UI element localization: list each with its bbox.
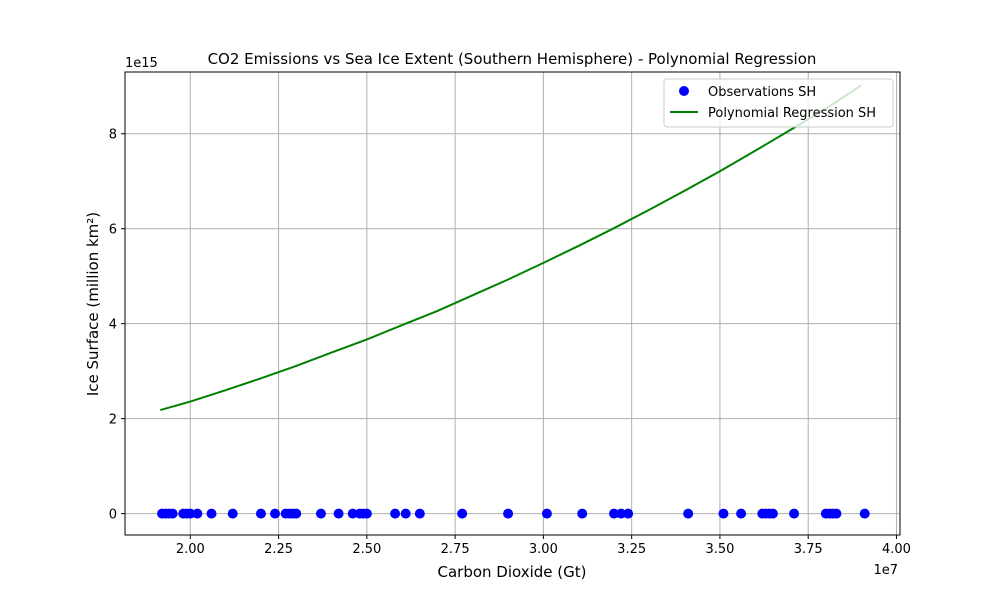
scatter-point	[291, 508, 302, 519]
x-tick-label: 3.50	[705, 542, 734, 557]
scatter-point	[623, 508, 634, 519]
scatter-point	[227, 508, 238, 519]
y-ticks: 0 2 4 6 8	[109, 128, 125, 523]
legend: Observations SH Polynomial Regression SH	[663, 78, 894, 128]
legend-label-observations: Observations SH	[708, 85, 816, 100]
plot-layer	[157, 84, 870, 519]
scatter-point	[333, 508, 344, 519]
legend-label-regression: Polynomial Regression SH	[708, 106, 876, 121]
y-tick-label: 6	[109, 223, 117, 238]
scatter-point	[255, 508, 266, 519]
x-tick-label: 3.00	[529, 542, 558, 557]
scatter-point	[609, 508, 620, 519]
x-tick-label: 2.50	[352, 542, 381, 557]
scatter-point	[789, 508, 800, 519]
scatter-point	[718, 508, 729, 519]
y-tick-label: 2	[109, 413, 117, 428]
scatter-point	[315, 508, 326, 519]
scatter-point	[736, 508, 747, 519]
scatter-point	[541, 508, 552, 519]
scatter-point	[503, 508, 514, 519]
y-tick-label: 4	[109, 318, 117, 333]
chart-title: CO2 Emissions vs Sea Ice Extent (Souther…	[208, 50, 817, 68]
scatter-point	[347, 508, 358, 519]
y-tick-label: 0	[109, 508, 117, 523]
scatter-point	[831, 508, 842, 519]
y-axis-label: Ice Surface (million km²)	[84, 212, 102, 396]
x-tick-label: 2.75	[441, 542, 470, 557]
scatter-point	[859, 508, 870, 519]
y-tick-label: 8	[109, 128, 117, 143]
scatter-point	[414, 508, 425, 519]
scatter-point	[361, 508, 372, 519]
scatter-point	[767, 508, 778, 519]
legend-marker-observations	[679, 86, 689, 96]
scatter-point	[390, 508, 401, 519]
scatter-point	[577, 508, 588, 519]
x-tick-label: 3.25	[617, 542, 646, 557]
x-tick-label: 2.25	[264, 542, 293, 557]
x-tick-label: 3.75	[794, 542, 823, 557]
scatter-point	[616, 508, 627, 519]
regression-line	[160, 84, 862, 412]
axes-frame	[124, 71, 901, 536]
scatter-point	[683, 508, 694, 519]
x-tick-label: 4.00	[882, 542, 911, 557]
scatter-point	[206, 508, 217, 519]
x-ticks: 2.00 2.25 2.50 2.75 3.00 3.25 3.50 3.75 4.00	[176, 535, 911, 557]
grid-layer	[125, 72, 900, 535]
scatter-point	[400, 508, 411, 519]
x-axis-label: Carbon Dioxide (Gt)	[437, 563, 586, 581]
x-offset-label: 1e7	[873, 563, 898, 578]
scatter-point	[167, 508, 178, 519]
y-offset-label: 1e15	[125, 56, 158, 71]
legend-box	[663, 78, 894, 128]
scatter-point	[192, 508, 203, 519]
x-tick-label: 2.00	[176, 542, 205, 557]
scatter-point	[457, 508, 468, 519]
scatter-point	[185, 508, 196, 519]
scatter-point	[270, 508, 281, 519]
